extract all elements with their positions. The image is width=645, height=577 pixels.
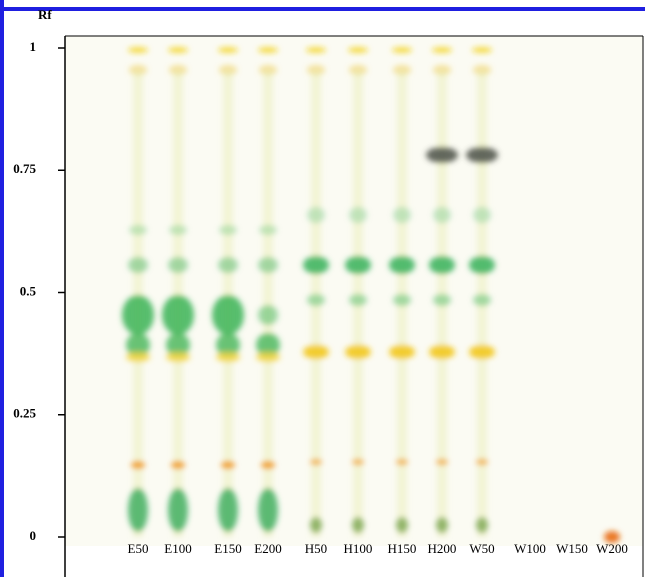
spot [128, 47, 148, 53]
spot [122, 295, 154, 335]
spot [349, 207, 367, 223]
x-tick-label: W150 [556, 541, 588, 556]
spot [168, 488, 188, 532]
frame-left [0, 0, 4, 577]
x-tick-label: E200 [254, 541, 281, 556]
x-tick-label: E100 [164, 541, 191, 556]
x-tick-label: E150 [214, 541, 241, 556]
spot [392, 47, 412, 53]
spot [126, 333, 150, 357]
spot [473, 294, 491, 306]
spot [476, 517, 488, 533]
spot [128, 257, 148, 273]
spot [216, 333, 240, 357]
spot [258, 305, 278, 325]
frame-top [0, 7, 645, 11]
spot [307, 294, 325, 306]
spot [310, 459, 322, 465]
spot [131, 461, 145, 469]
y-tick-label: 0.25 [13, 406, 36, 421]
x-tick-label: W100 [514, 541, 546, 556]
spot [221, 461, 235, 469]
spot [218, 47, 238, 53]
spot [307, 207, 325, 223]
spot [258, 257, 278, 273]
spot [345, 256, 371, 274]
spot [433, 294, 451, 306]
spot [218, 257, 238, 273]
spot [162, 295, 194, 335]
spot [429, 345, 455, 359]
spot [393, 294, 411, 306]
spot [436, 517, 448, 533]
spot [473, 207, 491, 223]
spot [258, 47, 278, 53]
spot [126, 352, 150, 362]
spot [436, 459, 448, 465]
spot [349, 294, 367, 306]
spot [476, 459, 488, 465]
spot [258, 488, 278, 532]
x-tick-label: W200 [596, 541, 628, 556]
spots [122, 47, 620, 543]
x-tick-label: E50 [128, 541, 149, 556]
x-tick-label: H50 [305, 541, 327, 556]
spot [129, 225, 147, 235]
spot [261, 461, 275, 469]
x-tick-label: H200 [428, 541, 457, 556]
spot [352, 459, 364, 465]
spot [306, 47, 326, 53]
spot [466, 147, 498, 163]
spot [433, 207, 451, 223]
spot [219, 225, 237, 235]
spot [303, 345, 329, 359]
spot [426, 147, 458, 163]
y-tick-label: 0.5 [20, 283, 37, 298]
spot [348, 47, 368, 53]
spot [259, 225, 277, 235]
spot [393, 207, 411, 223]
spot [303, 256, 329, 274]
y-tick-label: 1 [30, 39, 37, 54]
spot [469, 345, 495, 359]
x-tick-label: H100 [344, 541, 373, 556]
spot [212, 295, 244, 335]
spot [218, 488, 238, 532]
spot [171, 461, 185, 469]
y-tick-label: 0.75 [13, 161, 36, 176]
spot [396, 459, 408, 465]
spot [168, 257, 188, 273]
spot [429, 256, 455, 274]
spot [169, 225, 187, 235]
spot [256, 352, 280, 362]
y-tick-label: 0 [30, 528, 37, 543]
spot [469, 256, 495, 274]
spot [472, 47, 492, 53]
spot [432, 47, 452, 53]
spot [352, 517, 364, 533]
spot [389, 345, 415, 359]
spot [166, 352, 190, 362]
spot [256, 333, 280, 357]
spot [128, 488, 148, 532]
spot [216, 352, 240, 362]
spot [168, 47, 188, 53]
x-tick-label: W50 [469, 541, 494, 556]
spot [604, 531, 620, 543]
spot [310, 517, 322, 533]
spot [166, 333, 190, 357]
spot [396, 517, 408, 533]
spot [389, 256, 415, 274]
y-axis-label: Rf [38, 7, 52, 22]
spot [345, 345, 371, 359]
streak [263, 70, 273, 537]
x-tick-label: H150 [388, 541, 417, 556]
